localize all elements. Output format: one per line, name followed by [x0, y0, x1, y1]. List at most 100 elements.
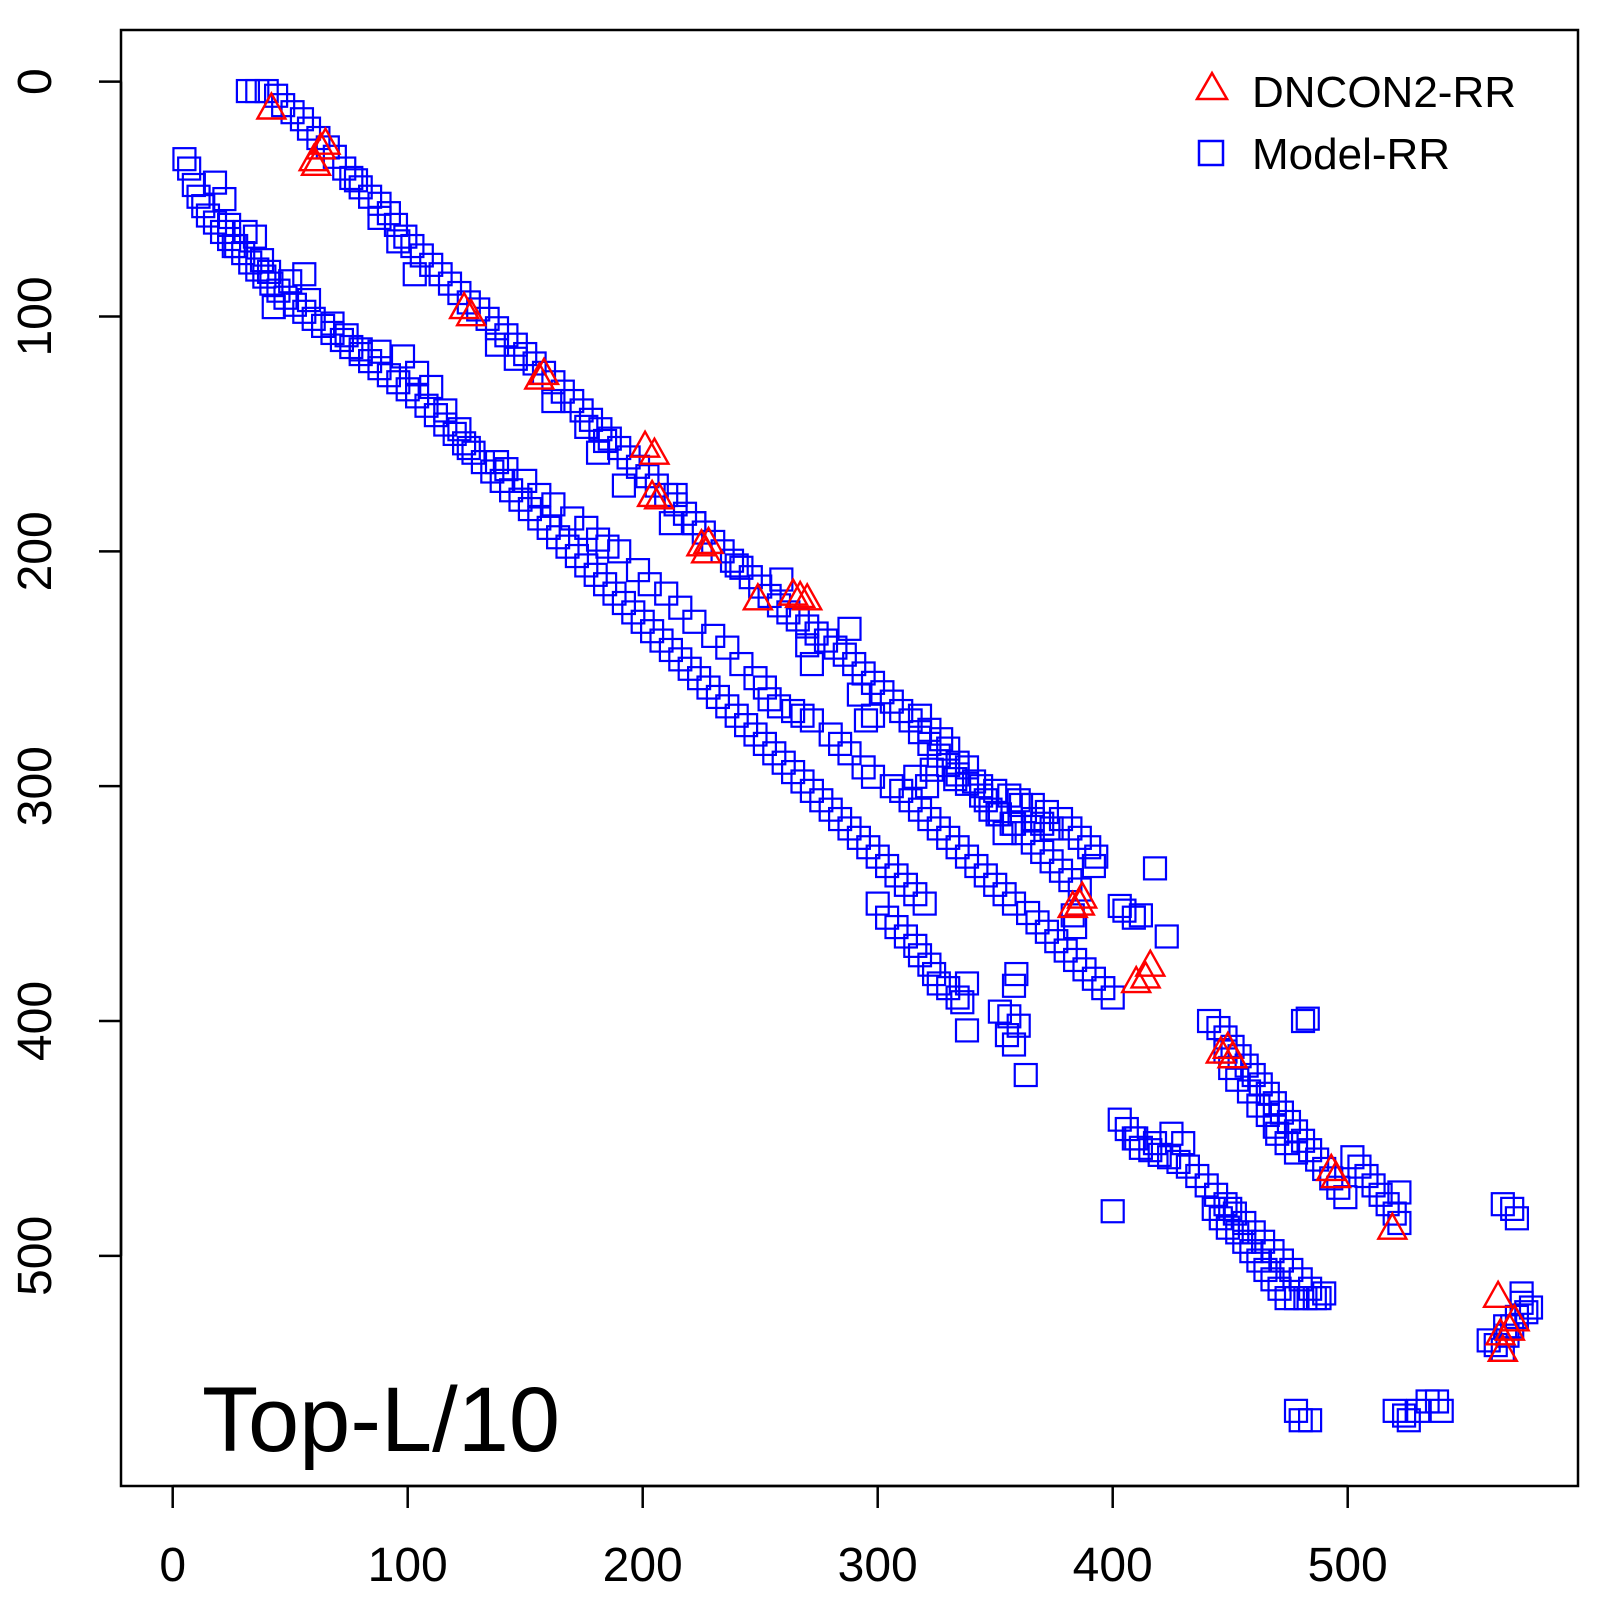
model-rr-point — [1091, 976, 1116, 1001]
dncon2-rr-point — [1482, 1279, 1515, 1308]
model-rr-point — [658, 637, 684, 663]
model-rr-point — [842, 651, 867, 677]
model-rr-point — [1114, 1116, 1139, 1142]
model-rr-point — [1297, 1276, 1323, 1301]
model-rr-point — [1387, 1180, 1412, 1205]
model-rr-point — [212, 186, 237, 212]
model-rr-point — [907, 703, 933, 728]
model-rr-point — [926, 971, 951, 996]
model-rr-point — [433, 398, 458, 423]
model-rr-point — [1062, 947, 1088, 973]
legend-triangle-icon — [1194, 70, 1230, 101]
dncon2-rr-point — [690, 534, 723, 564]
model-rr-point — [334, 323, 359, 348]
model-rr-point — [1121, 905, 1146, 930]
model-rr-point — [480, 459, 505, 484]
model-rr-point — [1218, 1196, 1243, 1221]
model-rr-point — [1020, 806, 1045, 832]
model-rr-point — [1236, 1079, 1262, 1104]
model-rr-point — [1241, 1220, 1266, 1245]
model-rr-point — [1030, 839, 1055, 865]
model-rr-point — [402, 262, 427, 287]
model-rr-point — [1347, 1154, 1372, 1179]
model-rr-point — [668, 647, 693, 672]
model-rr-point — [1058, 868, 1083, 893]
model-rr-point — [202, 210, 228, 235]
model-rr-point — [658, 511, 684, 536]
model-rr-point — [907, 797, 933, 822]
y-tick-label: 300 — [9, 746, 62, 826]
model-rr-point — [296, 287, 322, 313]
model-rr-point — [456, 435, 481, 461]
x-tick-label: 0 — [159, 1539, 186, 1592]
model-rr-point — [893, 924, 919, 949]
model-rr-point — [889, 698, 914, 724]
dncon2-rr-point — [1376, 1211, 1409, 1240]
model-rr-point — [433, 412, 458, 437]
model-rr-point — [823, 635, 848, 660]
model-rr-point — [1239, 1239, 1264, 1264]
model-rr-point — [541, 388, 566, 414]
model-rr-point — [484, 450, 510, 475]
model-rr-point — [592, 428, 618, 454]
model-rr-point — [405, 384, 430, 409]
model-rr-point — [1171, 1131, 1196, 1156]
model-rr-point — [917, 806, 942, 832]
model-rr-point — [752, 731, 778, 757]
chart-annotation: Top-L/10 — [202, 1369, 560, 1471]
model-rr-point — [898, 788, 923, 813]
model-rr-point — [630, 609, 655, 634]
model-rr-point — [729, 555, 754, 580]
model-rr-point — [1166, 1149, 1191, 1175]
model-rr-point — [682, 609, 707, 634]
model-rr-point — [583, 562, 608, 587]
model-rr-point — [560, 506, 585, 531]
model-rr-point — [837, 741, 862, 766]
model-rr-point — [1058, 816, 1083, 841]
model-rr-point — [367, 339, 392, 364]
model-rr-point — [860, 703, 886, 728]
model-rr-point — [569, 398, 594, 423]
model-rr-point — [494, 323, 519, 348]
model-rr-point — [1208, 1206, 1233, 1231]
model-rr-point — [172, 147, 197, 172]
y-tick-label: 500 — [9, 1216, 62, 1296]
model-rr-point — [870, 680, 895, 705]
model-rr-point — [513, 341, 538, 367]
model-rr-point — [926, 816, 951, 841]
model-rr-point — [574, 553, 599, 578]
dncon2-rr-point — [527, 356, 561, 386]
y-tick-label: 100 — [9, 276, 62, 356]
model-rr-point — [719, 548, 745, 573]
model-rr-point — [1067, 877, 1092, 902]
model-rr-point — [527, 482, 552, 508]
model-rr-point — [1396, 1408, 1421, 1433]
dncon2-rr-point — [1498, 1302, 1531, 1332]
model-rr-point — [865, 891, 890, 916]
model-rr-point — [541, 370, 566, 395]
model-rr-point — [296, 116, 322, 141]
model-rr-point — [1142, 856, 1168, 881]
dncon2-rr-point — [448, 290, 481, 320]
model-rr-point — [1295, 1006, 1320, 1031]
model-rr-point — [503, 332, 528, 357]
model-rr-point — [1081, 966, 1107, 991]
dncon2-rr-point — [1216, 1039, 1249, 1069]
model-rr-point — [710, 539, 735, 564]
model-rr-point — [386, 370, 411, 395]
model-rr-point — [348, 175, 373, 200]
model-rr-point — [1015, 900, 1041, 926]
model-rr-point — [1128, 903, 1154, 928]
model-rr-point — [1194, 1173, 1219, 1198]
model-rr-point — [1340, 1145, 1365, 1170]
x-tick-label: 400 — [1073, 1539, 1153, 1592]
model-rr-point — [853, 708, 879, 733]
model-rr-point — [893, 872, 919, 897]
model-rr-point — [400, 233, 425, 259]
model-rr-point — [1112, 898, 1137, 923]
model-rr-point — [968, 783, 994, 808]
model-rr-point — [1124, 1126, 1149, 1151]
model-rr-point — [1260, 1267, 1285, 1292]
model-rr-point — [177, 156, 202, 181]
dncon2-rr-point — [1484, 1316, 1517, 1346]
